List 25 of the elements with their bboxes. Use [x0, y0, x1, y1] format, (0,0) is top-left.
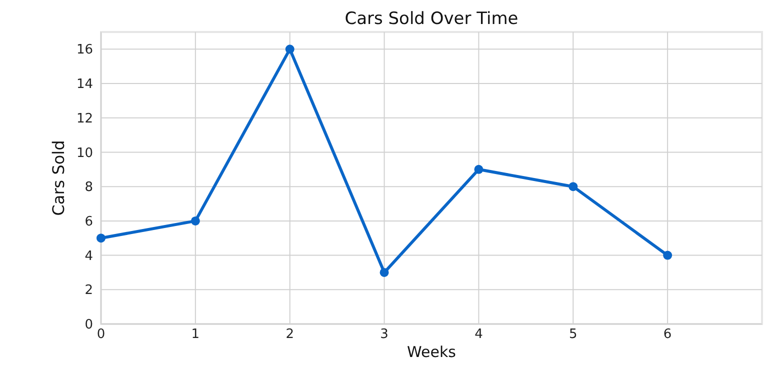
point	[663, 250, 672, 260]
x-tick-label: 5	[569, 327, 578, 342]
y-tick-label: 4	[84, 248, 93, 264]
y-tick-label: 14	[76, 77, 93, 92]
x-axis-title: Weeks	[407, 343, 456, 361]
x-tick-label: 3	[380, 327, 388, 342]
point	[96, 234, 106, 243]
y-tick-label: 6	[84, 214, 93, 230]
y-tick-label: 2	[84, 283, 93, 298]
x-tick-label: 6	[663, 327, 672, 342]
x-tick-label: 2	[286, 327, 294, 342]
y-tick-label: 16	[76, 42, 93, 58]
point	[474, 164, 484, 174]
y-tick-label: 8	[84, 180, 93, 196]
x-tick-label: 4	[474, 327, 483, 342]
chart-title: Cars Sold Over Time	[344, 9, 518, 29]
point	[568, 182, 578, 192]
y-axis-title: Cars Sold	[49, 140, 68, 216]
y-tick-label: 12	[76, 111, 93, 126]
point	[380, 268, 389, 277]
y-tick-label: 10	[76, 146, 93, 161]
point	[285, 44, 294, 54]
point	[190, 216, 200, 226]
x-tick-label: 1	[191, 327, 200, 342]
x-tick-label: 0	[96, 327, 106, 342]
